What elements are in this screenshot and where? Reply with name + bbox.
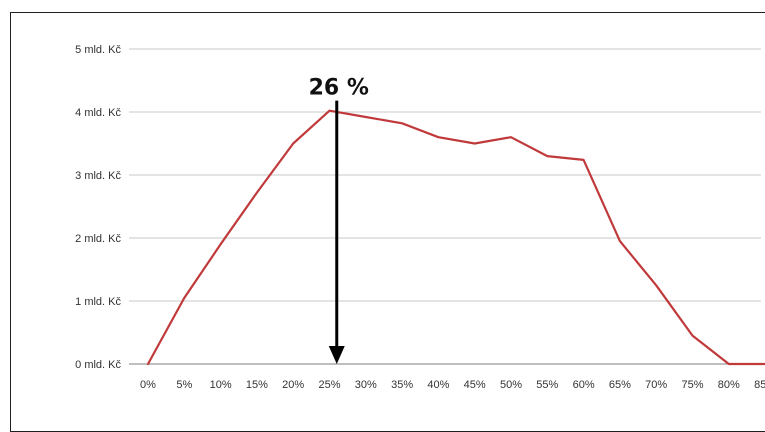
- y-tick-label: 0 mld. Kč: [75, 359, 121, 371]
- y-tick-label: 5 mld. Kč: [75, 44, 121, 56]
- x-axis-labels: 0% 5% 10% 15% 20% 25% 30% 35% 40% 45% 50% 55% 60% 65%…: [140, 379, 765, 391]
- x-tick-label: 65%: [609, 379, 631, 391]
- x-tick-label: 25%: [318, 379, 340, 391]
- x-tick-label: 40%: [427, 379, 449, 391]
- line-chart: 0 mld. Kč 1 mld. Kč 2 mld. Kč 3 mld. Kč 4 ml…: [11, 13, 765, 422]
- x-tick-label: 30%: [355, 379, 377, 391]
- x-tick-label: 10%: [210, 379, 232, 391]
- x-tick-label: 35%: [391, 379, 413, 391]
- y-tick-label: 1 mld. Kč: [75, 296, 121, 308]
- x-tick-label: 50%: [500, 379, 522, 391]
- annotation-arrowhead: [329, 346, 345, 364]
- annotation-label: 26 %: [309, 76, 369, 101]
- y-axis-labels: 0 mld. Kč 1 mld. Kč 2 mld. Kč 3 mld. Kč 4 ml…: [75, 44, 121, 371]
- x-tick-label: 60%: [573, 379, 595, 391]
- y-tick-label: 4 mld. Kč: [75, 107, 121, 119]
- x-tick-label: 85%: [754, 379, 765, 391]
- x-tick-label: 70%: [645, 379, 667, 391]
- annotation-group: 26 %: [309, 76, 369, 364]
- x-tick-label: 15%: [246, 379, 268, 391]
- x-tick-label: 80%: [718, 379, 740, 391]
- x-tick-label: 20%: [282, 379, 304, 391]
- x-tick-label: 55%: [536, 379, 558, 391]
- x-tick-label: 5%: [176, 379, 192, 391]
- chart-frame: 0 mld. Kč 1 mld. Kč 2 mld. Kč 3 mld. Kč 4 ml…: [10, 12, 765, 432]
- series-group: [148, 111, 765, 364]
- x-tick-label: 45%: [464, 379, 486, 391]
- x-tick-label: 0%: [140, 379, 156, 391]
- y-tick-label: 3 mld. Kč: [75, 170, 121, 182]
- y-tick-label: 2 mld. Kč: [75, 233, 121, 245]
- grid-lines: [129, 49, 761, 301]
- x-tick-label: 75%: [681, 379, 703, 391]
- series-line: [148, 111, 765, 364]
